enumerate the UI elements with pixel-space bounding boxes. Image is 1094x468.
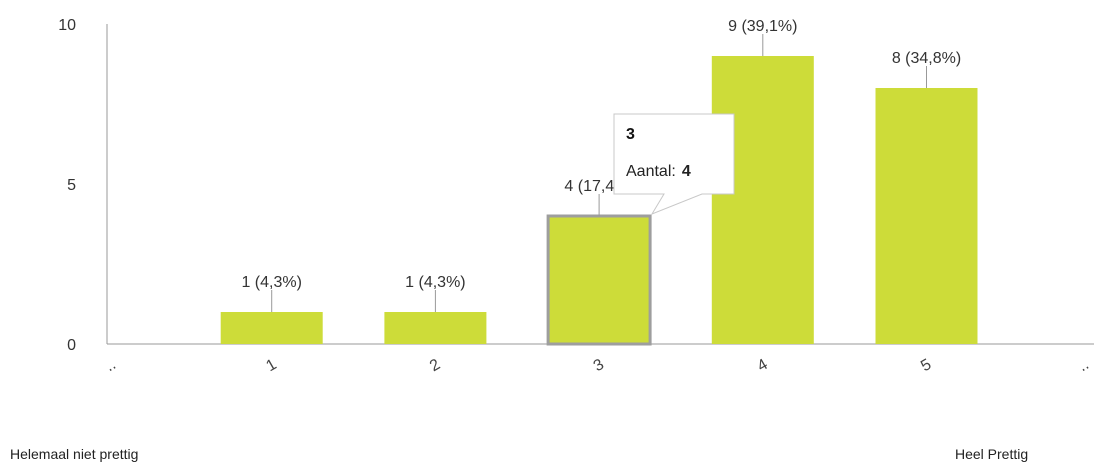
y-tick-label: 10 [58,17,76,34]
bar-5[interactable] [875,88,978,344]
chart-tooltip: 3 Aantal: 4 [613,113,735,216]
data-label-2: 1 (4,3%) [405,274,465,291]
x-tick-label-3: 3 [591,356,607,375]
x-tick-labels: 1 2 3 4 5.... [103,356,1092,375]
bar-2[interactable] [384,312,487,344]
tooltip-body: Aantal: 4 [626,163,691,180]
x-tick-label-1: 1 [263,356,279,375]
data-label-1: 1 (4,3%) [241,274,301,291]
data-label-4: 9 (39,1%) [728,18,797,35]
tooltip-title: 3 [626,126,635,143]
scale-label-left: Helemaal niet prettig [10,446,139,462]
x-tick-label-2: 2 [427,356,443,375]
x-tick-label-5: 5 [918,356,934,375]
scale-label-right: Heel Prettig [955,446,1029,462]
bar-3[interactable] [546,214,652,346]
tooltip-box [613,113,735,216]
bar-4[interactable] [711,56,814,344]
chart-bars [220,56,978,346]
data-label-5: 8 (34,8%) [892,50,961,67]
x-tick-label-4: 4 [754,356,770,375]
x-tick-label-edge: .. [1076,356,1092,375]
bar-1[interactable] [220,312,323,344]
y-tick-label: 0 [67,337,76,354]
y-tick-label: 5 [67,177,76,194]
y-tick-labels: 0 5 10 [58,17,76,354]
tooltip-label: Aantal: [626,163,676,180]
tooltip-value: 4 [682,163,691,180]
x-tick-label-edge: .. [103,356,119,375]
